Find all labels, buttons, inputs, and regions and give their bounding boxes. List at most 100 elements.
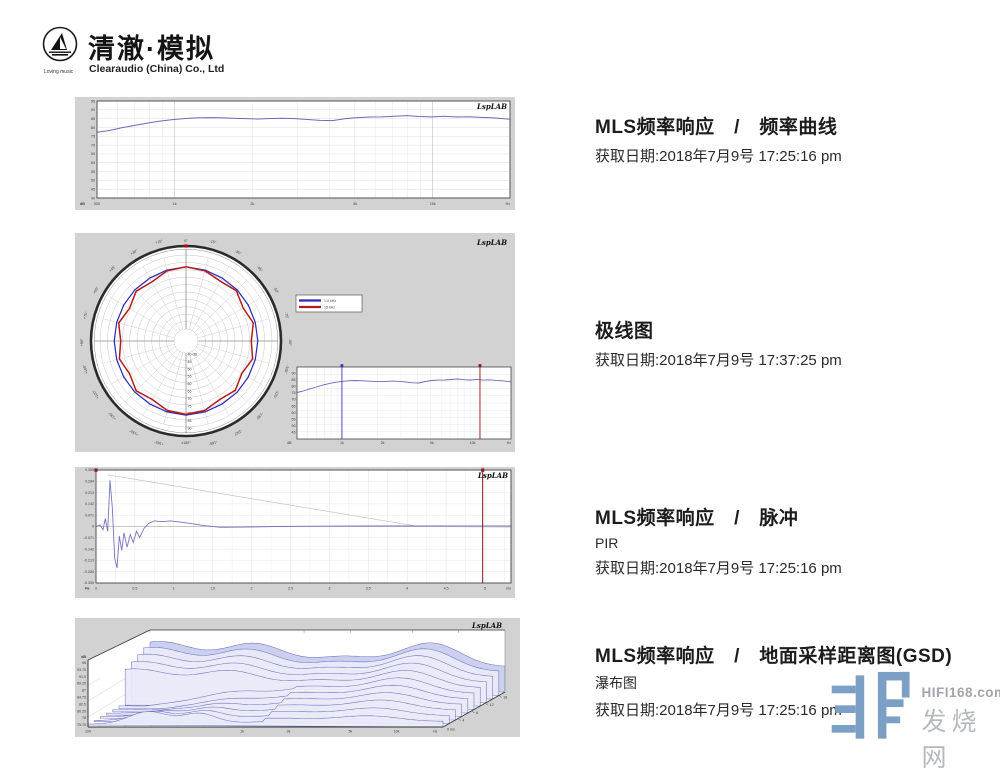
svg-text:+105°: +105° — [82, 364, 88, 375]
svg-text:2.5: 2.5 — [288, 587, 293, 591]
svg-text:Hz: Hz — [506, 202, 511, 206]
svg-text:95: 95 — [91, 99, 95, 103]
polar-curve-1khz — [113, 266, 259, 416]
svg-text:-60°: -60° — [273, 287, 280, 295]
svg-text:60: 60 — [91, 161, 95, 165]
decay-envelope — [107, 474, 511, 528]
waterfall-layer — [88, 711, 444, 727]
svg-text:82.5: 82.5 — [79, 702, 86, 706]
svg-text:78: 78 — [82, 716, 86, 720]
svg-text:85: 85 — [91, 117, 95, 121]
svg-text:75.75: 75.75 — [77, 723, 86, 727]
svg-text:0.5: 0.5 — [132, 587, 137, 591]
svg-text:+15°: +15° — [155, 239, 164, 245]
watermark: HIFI168.com 发烧网 — [830, 669, 1000, 774]
caption-title: MLS频率响应 / 脉冲 — [595, 508, 799, 529]
svg-text:55: 55 — [188, 375, 192, 379]
svg-text:65: 65 — [91, 152, 95, 156]
svg-text:0.071: 0.071 — [85, 513, 94, 517]
caption-date: 获取日期:2018年7月9号 17:37:25 pm — [595, 352, 842, 369]
svg-text:10k: 10k — [430, 202, 436, 206]
svg-text:16: 16 — [503, 696, 507, 700]
svg-text:0 ms: 0 ms — [447, 728, 455, 732]
caption-frequency-response: MLS频率响应 / 频率曲线 获取日期:2018年7月9号 17:25:16 p… — [595, 112, 842, 166]
caption-impulse-response: MLS频率响应 / 脉冲 PIR 获取日期:2018年7月9号 17:25:16… — [595, 503, 842, 578]
svg-text:2k: 2k — [381, 441, 385, 445]
svg-text:1k: 1k — [240, 730, 244, 734]
svg-text:80.25: 80.25 — [77, 709, 86, 713]
hifi168-logo-icon — [831, 671, 910, 739]
svg-text:3: 3 — [328, 587, 330, 591]
svg-text:80: 80 — [91, 126, 95, 130]
svg-text:87: 87 — [82, 689, 86, 693]
panel-impulse-response: 0.355 0.284 0.213 0.142 0.071 0 -0.071 -0.142 -0… — [75, 467, 515, 598]
svg-text:-165°: -165° — [208, 440, 218, 446]
svg-text:ms: ms — [506, 587, 511, 591]
svg-text:45: 45 — [188, 360, 192, 364]
svg-text:0.142: 0.142 — [85, 502, 94, 506]
svg-text:4: 4 — [462, 719, 464, 723]
svg-text:70: 70 — [91, 143, 95, 147]
svg-text:90: 90 — [91, 108, 95, 112]
svg-text:-0.142: -0.142 — [84, 547, 94, 551]
svg-text:89.25: 89.25 — [77, 682, 86, 686]
svg-text:70: 70 — [188, 397, 192, 401]
svg-text:2k: 2k — [250, 202, 254, 206]
svg-text:40 dB: 40 dB — [188, 353, 198, 357]
svg-text:2k: 2k — [287, 730, 291, 734]
svg-text:dB: dB — [80, 202, 85, 206]
svg-text:+135°: +135° — [107, 411, 117, 421]
svg-text:0.355: 0.355 — [85, 468, 94, 472]
svg-text:-15°: -15° — [209, 239, 217, 245]
svg-text:55: 55 — [91, 170, 95, 174]
svg-text:-0.284: -0.284 — [84, 570, 94, 574]
caption-title: MLS频率响应 / 地面采样距离图(GSD) — [595, 646, 953, 667]
frequency-curve — [96, 115, 511, 133]
svg-text:84.75: 84.75 — [77, 696, 86, 700]
svg-text:500: 500 — [94, 202, 100, 206]
svg-text:0°: 0° — [184, 239, 188, 243]
svg-text:1k: 1k — [340, 441, 344, 445]
svg-text:-0.355: -0.355 — [84, 581, 94, 585]
svg-text:75: 75 — [91, 135, 95, 139]
svg-text:-30°: -30° — [234, 249, 242, 256]
svg-text:+90°: +90° — [80, 338, 84, 346]
svg-text:3.5: 3.5 — [366, 587, 371, 591]
svg-text:LspLAB: LspLAB — [476, 238, 507, 247]
svg-text:12: 12 — [490, 703, 494, 707]
clearaudio-logo-icon — [42, 26, 78, 62]
svg-text:10k: 10k — [394, 730, 400, 734]
svg-text:75: 75 — [188, 404, 192, 408]
svg-text:55: 55 — [292, 417, 296, 421]
svg-text:LspLAB: LspLAB — [476, 102, 507, 111]
svg-text:dB: dB — [287, 441, 292, 445]
caption-subtitle: PIR — [595, 535, 619, 551]
panel-frequency-response: 95 90 85 80 75 70 65 60 55 50 45 40 500 1k 2k 5k 10k Hz dB… — [75, 97, 515, 210]
svg-text:5: 5 — [484, 587, 486, 591]
svg-text:0.284: 0.284 — [85, 480, 94, 484]
svg-text:±180°: ±180° — [181, 441, 191, 445]
impulse-response-chart: 0.355 0.284 0.213 0.142 0.071 0 -0.071 -0.142 -0… — [84, 468, 512, 591]
polar-plot-chart: 0° ±180° +15° +30° +45° +60° +75° +90° +105° +120… — [80, 238, 512, 446]
frequency-response-chart: 95 90 85 80 75 70 65 60 55 50 45 40 500 1k 2k 5k 10k Hz dB… — [80, 99, 511, 206]
svg-text:LspLAB: LspLAB — [471, 621, 502, 630]
brand-tagline: Loving music — [44, 69, 74, 75]
svg-text:45: 45 — [91, 187, 95, 191]
svg-text:2: 2 — [251, 587, 253, 591]
impulse-curve — [95, 480, 511, 569]
svg-text:-0.071: -0.071 — [84, 536, 94, 540]
svg-text:90: 90 — [292, 372, 296, 376]
svg-text:45: 45 — [292, 430, 296, 434]
svg-text:4.5: 4.5 — [444, 587, 449, 591]
svg-text:-90°: -90° — [288, 339, 292, 346]
svg-text:60: 60 — [292, 411, 296, 415]
svg-text:Hz: Hz — [507, 441, 512, 445]
svg-text:90: 90 — [188, 427, 192, 431]
brand-name: 清澈·模拟 — [88, 34, 215, 64]
polar-curve-15khz — [117, 266, 255, 416]
svg-text:80: 80 — [292, 385, 296, 389]
svg-text:+120°: +120° — [92, 389, 101, 400]
svg-text:10k: 10k — [470, 441, 476, 445]
svg-text:8: 8 — [476, 711, 478, 715]
svg-text:+45°: +45° — [108, 264, 117, 273]
